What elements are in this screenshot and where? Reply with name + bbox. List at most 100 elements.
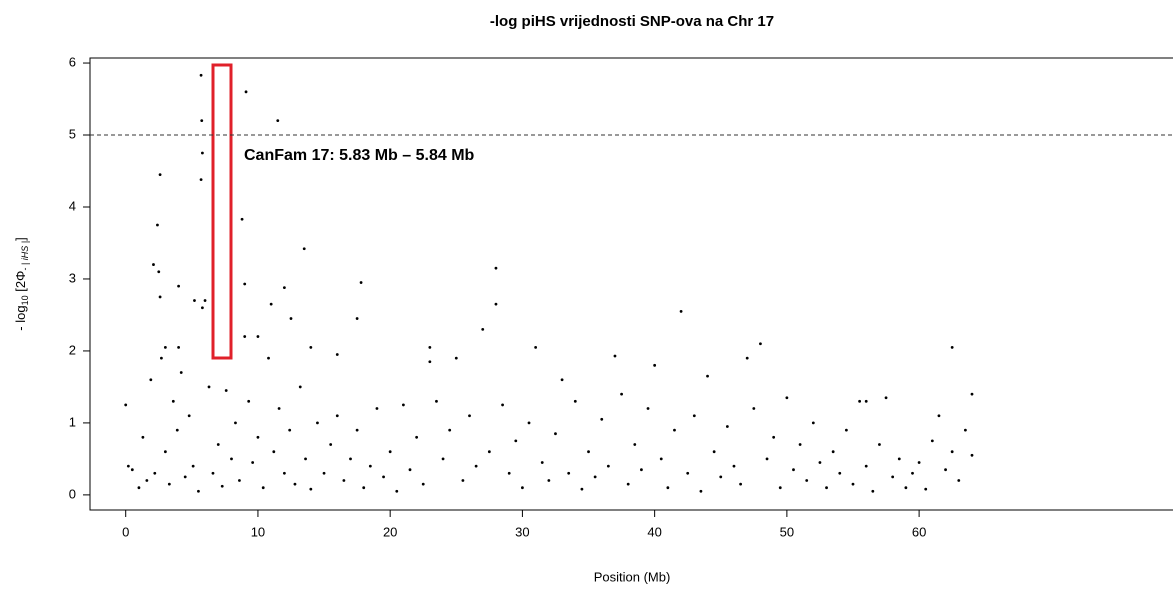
point: [752, 407, 756, 410]
point: [435, 399, 438, 403]
x-tick-label: 20: [383, 524, 397, 539]
point: [666, 486, 670, 490]
point: [335, 414, 339, 418]
point: [244, 90, 248, 94]
point: [673, 428, 676, 432]
point: [950, 450, 954, 454]
x-tick-label: 40: [647, 524, 661, 539]
y-tick-label: 0: [69, 486, 76, 501]
point: [659, 457, 663, 461]
x-tick-label: 10: [251, 524, 265, 539]
point: [191, 464, 195, 468]
y-tick-label: 1: [69, 414, 76, 429]
point: [395, 489, 399, 493]
point: [408, 468, 412, 472]
point: [175, 428, 179, 432]
point: [167, 482, 171, 486]
point: [247, 399, 251, 403]
point: [851, 482, 855, 486]
point: [158, 173, 162, 176]
point: [633, 443, 637, 446]
point: [765, 457, 769, 461]
point: [970, 392, 974, 396]
point: [917, 461, 921, 464]
point: [474, 464, 478, 468]
point: [187, 414, 191, 418]
point: [878, 443, 881, 446]
point: [216, 443, 220, 446]
point: [193, 299, 196, 302]
point: [421, 482, 425, 486]
ylabel-part: [2Φ: [13, 271, 28, 296]
point: [200, 306, 204, 310]
point: [527, 421, 531, 425]
y-tick-label: 3: [69, 270, 76, 285]
point: [871, 489, 875, 493]
point: [177, 345, 180, 349]
point: [732, 464, 736, 468]
point: [547, 479, 551, 482]
point: [712, 450, 716, 454]
point: [930, 439, 934, 443]
point: [468, 414, 471, 418]
point: [739, 482, 742, 486]
plot-frame: [89, 57, 1173, 511]
point: [844, 428, 848, 432]
point: [256, 335, 260, 338]
point: [540, 461, 544, 464]
point: [355, 317, 359, 320]
point: [937, 414, 941, 418]
point: [448, 428, 452, 432]
point: [267, 356, 270, 360]
point: [316, 421, 319, 425]
point: [725, 425, 729, 428]
point: [501, 403, 504, 407]
point: [587, 450, 590, 454]
point: [329, 443, 333, 446]
point: [745, 356, 749, 360]
highlight-box: [211, 63, 233, 360]
point: [220, 484, 224, 488]
point: [560, 378, 564, 382]
y-tick-label: 2: [69, 342, 76, 357]
point: [494, 302, 498, 306]
point: [970, 453, 974, 457]
point: [289, 317, 293, 320]
point: [785, 396, 789, 400]
point: [277, 407, 281, 410]
point: [593, 475, 597, 479]
point: [679, 309, 683, 313]
point: [924, 487, 928, 491]
point: [554, 432, 557, 436]
point: [126, 464, 130, 468]
point: [199, 73, 203, 77]
point: [811, 421, 815, 425]
point: [692, 414, 696, 418]
point: [309, 487, 313, 491]
point: [805, 479, 809, 482]
point: [963, 428, 967, 432]
x-tick-label: 50: [780, 524, 794, 539]
point: [200, 151, 204, 155]
point: [179, 371, 183, 374]
point: [145, 479, 149, 482]
point: [401, 403, 405, 407]
point: [207, 385, 211, 389]
point: [950, 345, 954, 349]
point: [719, 475, 723, 479]
x-tick-label: 0: [122, 524, 129, 539]
point: [152, 263, 155, 266]
point: [514, 439, 518, 443]
point: [160, 356, 163, 360]
point: [238, 479, 241, 482]
x-tick-label: 30: [515, 524, 529, 539]
point: [342, 479, 346, 482]
point: [282, 286, 286, 289]
point: [298, 385, 302, 389]
point: [699, 489, 703, 493]
point: [573, 399, 577, 403]
point: [904, 486, 908, 490]
point: [177, 284, 180, 288]
point: [157, 270, 161, 274]
point: [838, 471, 842, 475]
